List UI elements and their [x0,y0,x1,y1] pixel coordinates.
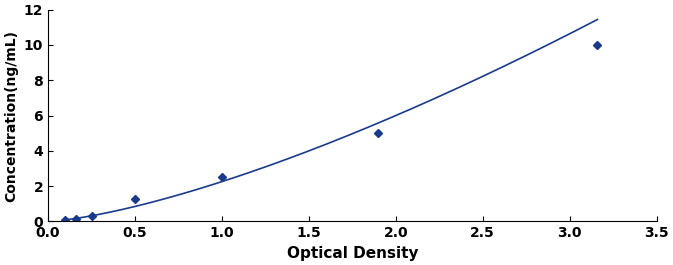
X-axis label: Optical Density: Optical Density [287,246,418,261]
Y-axis label: Concentration(ng/mL): Concentration(ng/mL) [4,29,18,202]
